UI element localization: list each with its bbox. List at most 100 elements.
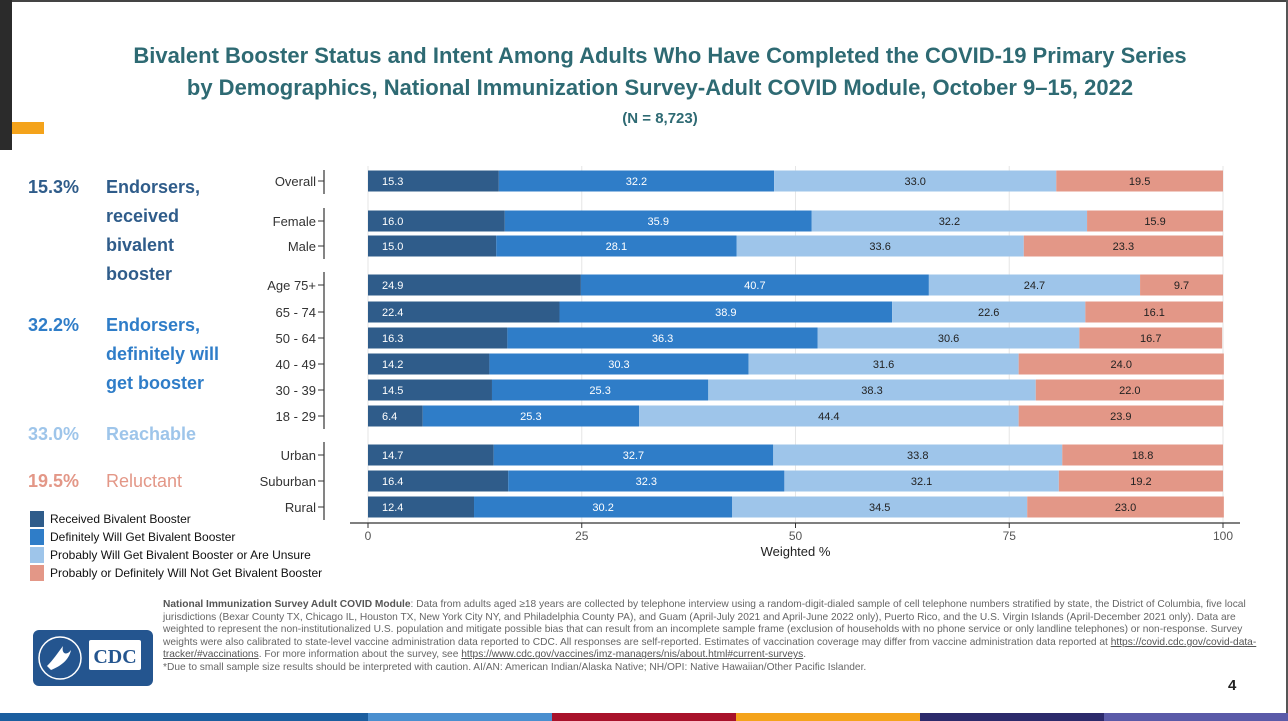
- bar-value-label: 34.5: [869, 502, 890, 514]
- category-label: Male: [288, 239, 316, 254]
- bar-segment: [491, 379, 709, 401]
- bar-value-label: 38.9: [715, 307, 736, 319]
- bar-segment: [732, 496, 1028, 518]
- legend-label: Probably or Definitely Will Not Get Biva…: [50, 566, 323, 580]
- bar-segment: [474, 496, 733, 518]
- category-label: Suburban: [260, 474, 316, 489]
- category-label: 18 - 29: [276, 409, 316, 424]
- x-tick-label: 25: [575, 529, 589, 543]
- bar-value-label: 24.0: [1111, 359, 1132, 371]
- footer-heading: National Immunization Survey Adult COVID…: [163, 599, 411, 610]
- bar-value-label: 9.7: [1174, 280, 1189, 292]
- left-accent-bar: [0, 0, 12, 150]
- legend-label: Received Bivalent Booster: [50, 512, 191, 526]
- bar-segment: [368, 327, 508, 349]
- bar-value-label: 32.2: [939, 216, 960, 228]
- bar-segment: [748, 353, 1019, 375]
- cdc-badge: [89, 640, 141, 670]
- bottom-bar-segment: [1104, 713, 1288, 721]
- bar-value-label: 14.5: [382, 385, 403, 397]
- footer-end: .: [803, 649, 807, 661]
- bar-segment: [1018, 405, 1223, 427]
- bar-value-label: 33.6: [869, 241, 890, 253]
- bar-value-label: 32.1: [911, 476, 932, 488]
- bar-segment: [368, 444, 494, 466]
- bar-value-label: 16.1: [1143, 307, 1164, 319]
- legend-label: Probably Will Get Bivalent Booster or Ar…: [50, 548, 311, 562]
- bar-segment: [1087, 210, 1223, 232]
- bar-value-label: 31.6: [873, 359, 894, 371]
- legend-swatch: [30, 511, 44, 527]
- bar-value-label: 22.4: [382, 307, 403, 319]
- category-label: Overall: [275, 174, 316, 189]
- category-label: Urban: [281, 448, 316, 463]
- bar-segment: [368, 496, 475, 518]
- bar-segment: [508, 470, 785, 492]
- bar-segment: [639, 405, 1019, 427]
- bar-segment: [708, 379, 1036, 401]
- bar-value-label: 38.3: [861, 385, 882, 397]
- bottom-bar-segment: [368, 713, 552, 721]
- bottom-bar-segment: [736, 713, 920, 721]
- bar-segment: [1056, 170, 1223, 192]
- bar-value-label: 16.3: [382, 333, 403, 345]
- hhs-cdc-logo: CDC: [33, 630, 153, 686]
- bar-segment: [1027, 496, 1224, 518]
- bar-segment: [1079, 327, 1223, 349]
- bar-segment: [368, 405, 423, 427]
- bar-segment: [504, 210, 812, 232]
- bar-segment: [422, 405, 640, 427]
- bar-segment: [580, 274, 929, 296]
- bar-value-label: 30.2: [592, 502, 613, 514]
- bar-segment: [493, 444, 774, 466]
- bottom-bar-segment: [552, 713, 736, 721]
- x-tick-label: 75: [1003, 529, 1017, 543]
- bar-segment: [507, 327, 818, 349]
- bar-segment: [892, 301, 1086, 323]
- cdc-logo-text: CDC: [93, 646, 136, 668]
- bar-segment: [368, 210, 505, 232]
- bar-value-label: 16.0: [382, 216, 403, 228]
- bottom-bar-segment: [920, 713, 1104, 721]
- bar-segment: [368, 379, 492, 401]
- bar-segment: [1023, 235, 1223, 257]
- data-tracker-link[interactable]: https://covid.cdc.gov/covid-data-tracker…: [163, 636, 1257, 661]
- footer-notes: National Immunization Survey Adult COVID…: [163, 599, 1273, 675]
- bar-value-label: 32.2: [626, 176, 647, 188]
- bar-segment: [1058, 470, 1223, 492]
- slide-title: Bivalent Booster Status and Intent Among…: [40, 40, 1280, 104]
- bar-segment: [368, 301, 560, 323]
- bottom-bar-segment: [0, 713, 184, 721]
- bar-value-label: 25.3: [589, 385, 610, 397]
- footer-caution-note: *Due to small sample size results should…: [163, 661, 867, 673]
- bar-value-label: 32.3: [636, 476, 657, 488]
- bar-value-label: 23.9: [1110, 411, 1131, 423]
- bar-segment: [368, 274, 581, 296]
- x-tick-label: 0: [365, 529, 372, 543]
- bar-value-label: 40.7: [744, 280, 765, 292]
- bar-segment: [736, 235, 1024, 257]
- category-label: 65 - 74: [276, 305, 316, 320]
- survey-info-link[interactable]: https://www.cdc.gov/vaccines/imz-manager…: [461, 649, 804, 661]
- bar-value-label: 6.4: [382, 411, 397, 423]
- side-text: Endorsers, definitely will get booster: [106, 315, 220, 393]
- category-label: 50 - 64: [276, 331, 316, 346]
- bar-value-label: 30.6: [938, 333, 959, 345]
- bar-value-label: 25.3: [520, 411, 541, 423]
- right-border: [1286, 0, 1288, 721]
- bar-value-label: 24.9: [382, 280, 403, 292]
- bar-value-label: 35.9: [648, 216, 669, 228]
- bar-value-label: 32.7: [623, 450, 644, 462]
- footer-mid: . For more information about the survey,…: [258, 649, 462, 661]
- stacked-bar-chart: 15.3 32.2 33.0 19.5 Overall 16.0 35.9 32.2 15.9 F…: [260, 166, 1240, 559]
- side-text: Reluctant: [106, 471, 183, 491]
- bar-segment: [773, 444, 1063, 466]
- bar-value-label: 19.5: [1129, 176, 1150, 188]
- bar-segment: [1062, 444, 1223, 466]
- title-line-2: by Demographics, National Immunization S…: [186, 75, 1134, 100]
- side-pct: 33.0%: [28, 424, 80, 444]
- category-label: Age 75+: [267, 278, 316, 293]
- hhs-eagle-icon: [47, 646, 71, 670]
- bar-value-label: 33.8: [907, 450, 928, 462]
- side-pct: 15.3%: [28, 177, 80, 197]
